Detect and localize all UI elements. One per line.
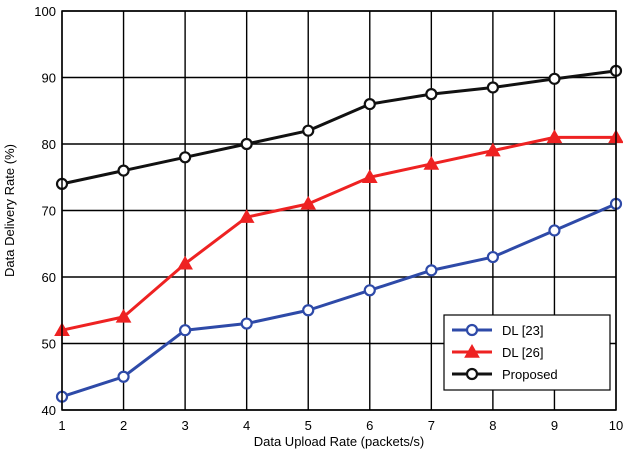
- x-tick-label: 1: [58, 418, 65, 433]
- series-line: [61, 202, 617, 399]
- x-tick-label: 2: [120, 418, 127, 433]
- data-point: [486, 81, 499, 94]
- y-tick-label: 50: [42, 337, 56, 352]
- x-tick-label: 7: [428, 418, 435, 433]
- data-point: [240, 137, 253, 151]
- data-point: [240, 317, 253, 330]
- x-axis-title: Data Upload Rate (packets/s): [254, 434, 425, 449]
- data-point: [486, 250, 499, 264]
- y-tick-label: 90: [42, 71, 56, 86]
- x-tick-label: 10: [609, 418, 623, 433]
- x-tick-labels: 1 2 3 4 5 6 7 8 9 10: [58, 418, 623, 433]
- data-point: [117, 370, 130, 383]
- data-point: [300, 195, 317, 210]
- data-point: [485, 142, 501, 157]
- series-line: [61, 135, 616, 332]
- x-tick-label: 4: [243, 418, 250, 433]
- data-point: [425, 88, 438, 101]
- legend-label: DL [26]: [502, 345, 543, 360]
- data-point: [115, 308, 132, 323]
- plot-frame: [61, 10, 617, 411]
- data-point: [423, 155, 440, 170]
- legend-item: DL [23]: [452, 323, 543, 338]
- legend-item: Proposed: [452, 367, 558, 382]
- data-point: [177, 255, 193, 270]
- series-2: [54, 129, 623, 336]
- data-point: [363, 284, 376, 297]
- data-point: [179, 151, 192, 164]
- x-tick-label: 6: [366, 418, 373, 433]
- data-point: [548, 72, 561, 85]
- y-tick-label: 80: [42, 137, 56, 152]
- y-tick-labels: 40 50 60 70 80 90 100: [34, 4, 56, 418]
- data-point: [548, 224, 561, 237]
- legend-label: Proposed: [502, 367, 558, 382]
- data-point: [302, 124, 315, 137]
- x-tick-label: 3: [181, 418, 188, 433]
- data-point: [179, 324, 192, 337]
- y-tick-label: 100: [34, 4, 56, 19]
- y-axis-title: Data Delivery Rate (%): [2, 144, 17, 277]
- legend-marker: [464, 343, 480, 358]
- legend: DL [23] DL [26] Proposed: [443, 314, 611, 391]
- data-point: [238, 209, 255, 223]
- data-point: [361, 169, 378, 183]
- data-point: [302, 304, 315, 317]
- data-point: [117, 164, 130, 177]
- y-tick-label: 60: [42, 270, 56, 285]
- series-line: [61, 69, 617, 186]
- x-tick-label: 9: [551, 418, 558, 433]
- series-3: [55, 64, 623, 190]
- series-layer: [54, 64, 623, 403]
- legend-item: DL [26]: [452, 343, 543, 360]
- legend-marker: [465, 323, 479, 337]
- series-1: [55, 197, 623, 403]
- legend-label: DL [23]: [502, 323, 543, 338]
- y-tick-label: 70: [42, 204, 56, 219]
- data-point: [425, 264, 438, 277]
- x-tick-label: 5: [305, 418, 312, 433]
- data-point: [546, 129, 563, 144]
- x-tick-label: 8: [489, 418, 496, 433]
- legend-marker: [465, 367, 479, 381]
- data-point: [363, 97, 376, 111]
- y-tick-label: 40: [42, 403, 56, 418]
